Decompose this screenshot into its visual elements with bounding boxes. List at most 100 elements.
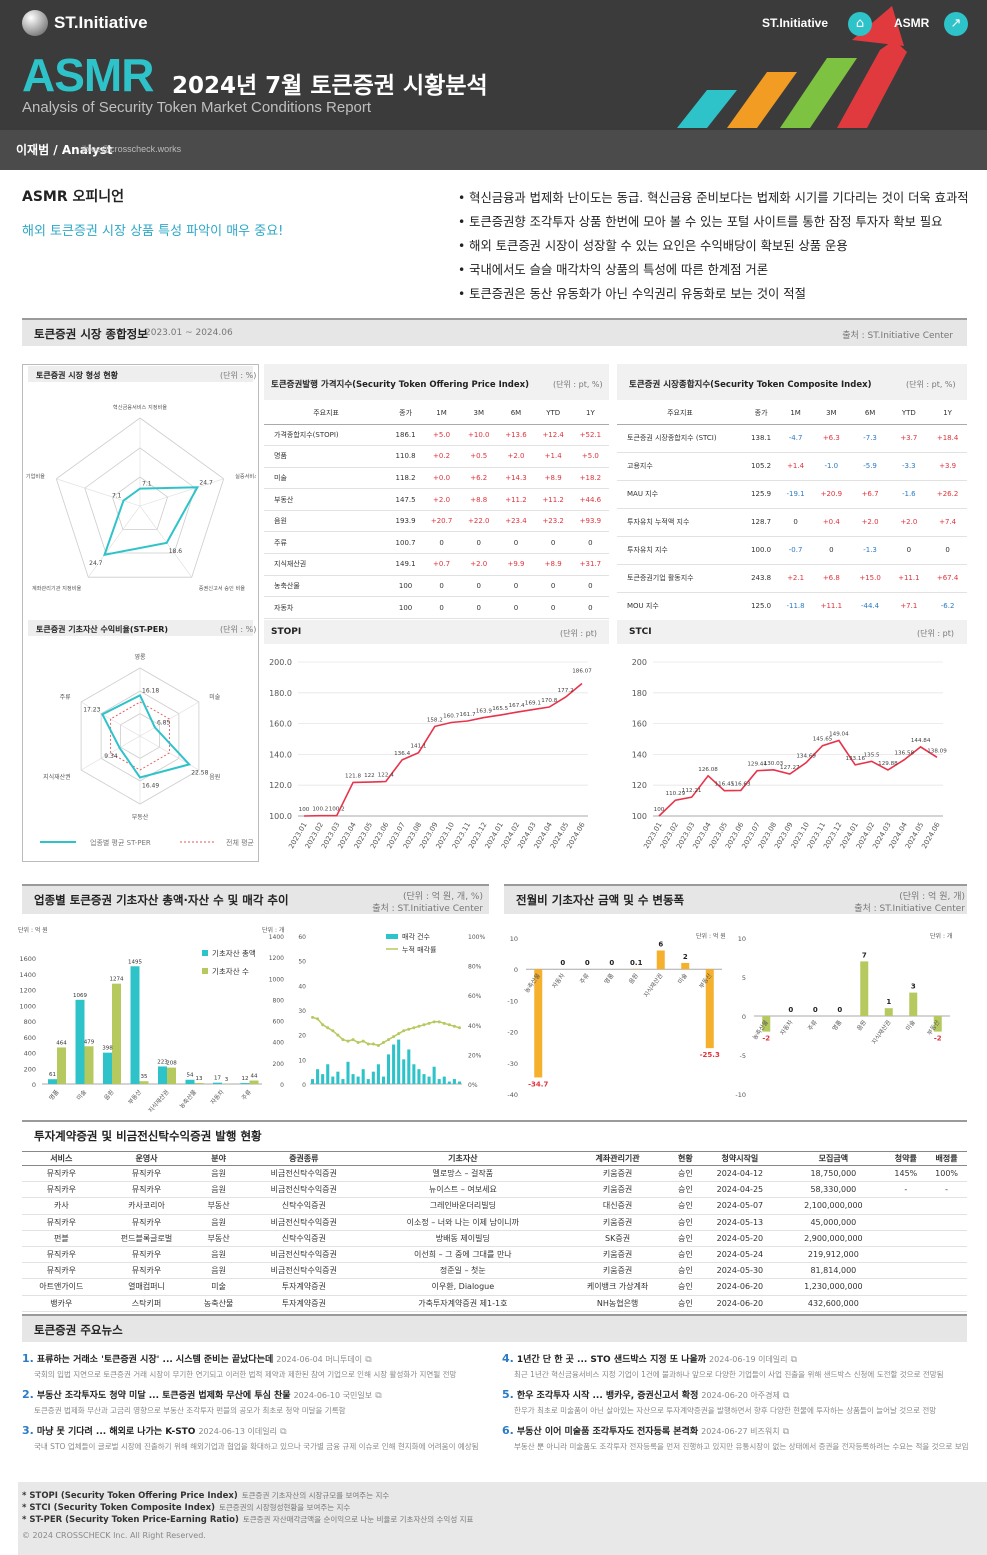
external-link-icon[interactable]: ⧉	[783, 1391, 790, 1401]
x-tick-label: 명품	[830, 1018, 843, 1032]
nav-st-initiative-link[interactable]: ST.Initiative	[762, 16, 829, 30]
y-tick-label: 400	[24, 1050, 36, 1058]
data-label: 100.2	[329, 807, 345, 813]
sale-rate-point	[366, 1042, 370, 1046]
data-label: 464	[56, 1040, 67, 1046]
news-headline[interactable]: 한우 조각투자 시작 ... 뱅카우, 증권신고서 확정	[516, 1391, 699, 1401]
radar1-unit: (단위 : %)	[220, 371, 257, 380]
external-link-icon[interactable]: ⧉	[790, 1355, 798, 1365]
y-tick-label: 800	[273, 997, 285, 1004]
y-tick-label: 0	[280, 1082, 284, 1089]
table-cell: 부동산	[192, 1230, 245, 1247]
y-tick-label: 40	[298, 983, 306, 990]
sales-bar	[321, 1074, 325, 1084]
table-cell: -3.3	[889, 452, 929, 481]
table-cell: 명품	[264, 445, 389, 468]
table-row: 토큰증권 시장종합지수 (STCI) 138.1 -4.7 +6.3 -7.3 +3.7 +…	[617, 424, 967, 453]
x-tick-label: 주류	[579, 972, 591, 985]
news-item-title[interactable]: 4. 1년간 단 한 곳 ... STO 샌드박스 지정 또 나올까 2024-06…	[502, 1352, 797, 1365]
external-link-icon[interactable]: ⧉	[375, 1391, 382, 1401]
table-cell: 농축산물	[192, 1295, 245, 1312]
table-cell: 219,912,000	[781, 1246, 886, 1264]
table-row: 자동차 100 0 0 0 0 0	[264, 596, 609, 619]
table-cell: 이소정 – 너와 나는 이제 남이니까	[362, 1214, 563, 1231]
sales-bar	[417, 1069, 421, 1084]
table-cell: 가축투자계약증권 제1-1호	[362, 1295, 563, 1312]
sale-rate-point	[417, 1024, 421, 1028]
table-cell: 승인	[672, 1278, 699, 1296]
table-cell: 432,600,000	[781, 1295, 886, 1312]
data-label: 149.04	[829, 731, 849, 737]
radar-grid	[111, 476, 169, 530]
table-header-cell: 계좌관리기관	[562, 1151, 673, 1166]
x-tick-label: 자동차	[550, 971, 566, 990]
change-bar	[534, 969, 543, 1078]
table-cell: -0.7	[779, 536, 812, 565]
radar-value-label: 17.23	[83, 706, 100, 713]
change-section-bar: 전월비 기초자산 금액 및 수 변동폭 (단위 : 억 원, 개) 출처 : S…	[504, 884, 967, 914]
nav-asmr-link[interactable]: ASMR	[894, 16, 930, 30]
news-headline[interactable]: 부동산 이어 미술품 조각투자도 전자등록 본격화	[516, 1427, 699, 1437]
news-headline[interactable]: 표류하는 거래소 '토큰증권 시장' ... 시스템 준비는 끝났다는데	[36, 1355, 274, 1365]
home-icon[interactable]: ⌂	[848, 12, 872, 36]
news-headline[interactable]: 마냥 못 기다려 ... 해외로 나가는 K-STO	[36, 1427, 196, 1437]
news-headline[interactable]: 부동산 조각투자도 청약 미달 ... 토큰증권 법제화 무산에 투심 찬물	[36, 1391, 291, 1401]
table-cell: +23.4	[497, 510, 535, 533]
news-item-title[interactable]: 2. 부동산 조각투자도 청약 미달 ... 토큰증권 법제화 무산에 투심 찬물…	[22, 1388, 382, 1401]
external-link-icon[interactable]: ↗	[944, 12, 968, 36]
change-bar	[656, 950, 665, 970]
y-tick-label: -10	[735, 1091, 746, 1099]
news-item-title[interactable]: 3. 마냥 못 기다려 ... 해외로 나가는 K-STO 2024-06-13 이…	[22, 1424, 287, 1437]
table-cell	[926, 1197, 967, 1215]
table-cell: 그레인바운더리빌딩	[362, 1197, 563, 1215]
table-header-cell: 1M	[779, 402, 812, 425]
table-cell: 승인	[672, 1262, 699, 1280]
y-tick-label: 30	[298, 1008, 306, 1015]
radar2-header	[28, 620, 253, 636]
x-tick-label: 미술	[904, 1018, 917, 1032]
table-cell: 투자계약증권	[244, 1278, 363, 1296]
y-tick-label: 180.0	[269, 689, 292, 698]
news-headline[interactable]: 1년간 단 한 곳 ... STO 샌드박스 지정 또 나올까	[516, 1355, 707, 1365]
news-item-title[interactable]: 6. 부동산 이어 미술품 조각투자도 전자등록 본격화 2024-06-27 비즈…	[502, 1424, 789, 1437]
sale-rate-point	[392, 1035, 396, 1039]
legend-total-swatch	[202, 950, 208, 956]
table-cell: +2.0	[422, 488, 461, 511]
radar-axis-label: 미술	[209, 693, 221, 701]
sale-rate-point	[331, 1029, 335, 1033]
x-tick-label: 명품	[602, 971, 615, 985]
table-cell: +6.2	[460, 467, 498, 490]
external-link-icon[interactable]: ⧉	[280, 1427, 287, 1437]
author-email[interactable]: jblee@crosscheck.works	[82, 144, 182, 154]
y-tick-label: 1000	[19, 1002, 36, 1010]
data-label: 136.58	[895, 751, 915, 757]
sale-rate-point	[346, 1039, 350, 1043]
table-cell: 뮤직카우	[100, 1181, 193, 1199]
data-label: 112.21	[682, 788, 702, 794]
radar-axis-label: 증권신고서 승인 비율	[199, 584, 245, 592]
external-link-icon[interactable]: ⧉	[782, 1427, 790, 1437]
external-link-icon[interactable]: ⧉	[365, 1355, 372, 1365]
table-header-cell: 주요지표	[617, 402, 743, 425]
data-label: 169.1	[525, 701, 541, 707]
table-cell: 0	[571, 575, 609, 598]
table-cell	[926, 1246, 967, 1264]
sale-rate-point	[336, 1033, 340, 1037]
table-cell: -44.4	[850, 592, 890, 621]
news-item-title[interactable]: 5. 한우 조각투자 시작 ... 뱅카우, 증권신고서 확정 2024-06-20…	[502, 1388, 789, 1401]
radar-value-label: 24.7	[199, 479, 213, 486]
radar-axis-label: 부동산	[132, 813, 149, 821]
table-row: 고용지수 105.2 +1.4 -1.0 -5.9 -3.3 +3.9	[617, 452, 967, 481]
table-cell: 음원	[192, 1181, 245, 1199]
radar-axis-label: 지식재산권	[43, 773, 71, 781]
sales-bar	[407, 1049, 411, 1084]
sales-bar	[387, 1054, 391, 1084]
data-label: 116.63	[731, 781, 751, 787]
brand-logo[interactable]: ST.Initiative	[22, 10, 148, 36]
news-item-title[interactable]: 1. 표류하는 거래소 '토큰증권 시장' ... 시스템 준비는 끝났다는데 20…	[22, 1352, 372, 1365]
change-bar	[762, 1016, 771, 1032]
data-label: 1274	[110, 977, 124, 983]
x-tick-label: 명품	[47, 1088, 61, 1102]
sales-bar	[336, 1071, 340, 1084]
data-label: 186.07	[572, 668, 592, 674]
